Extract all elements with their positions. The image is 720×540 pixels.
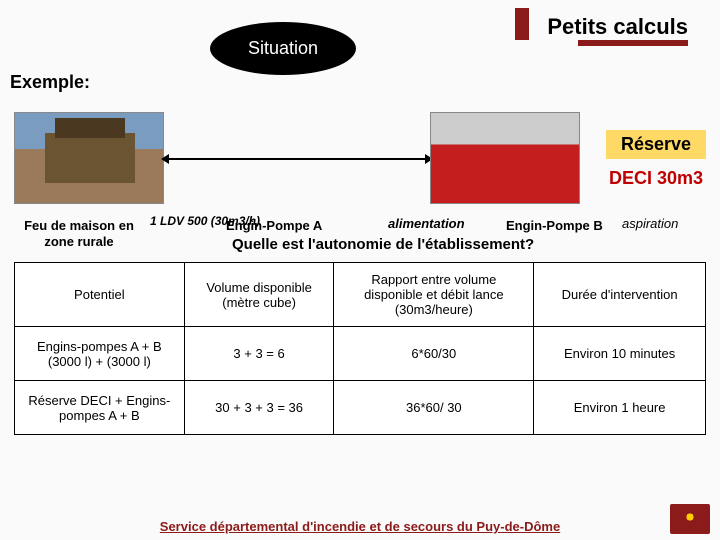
header-volume: Volume disponible (mètre cube) (184, 263, 334, 327)
house-image (14, 112, 164, 204)
calculation-table: Potentiel Volume disponible (mètre cube)… (14, 262, 706, 435)
title-underline (578, 40, 688, 46)
header-accent-block (515, 8, 529, 40)
cell-duree: Environ 1 heure (534, 381, 706, 435)
engin-pompe-a-label: Engin-Pompe A (226, 218, 322, 233)
table-header-row: Potentiel Volume disponible (mètre cube)… (15, 263, 706, 327)
question-text: Quelle est l'autonomie de l'établissemen… (232, 236, 534, 253)
firetruck-image (430, 112, 580, 204)
exemple-label: Exemple: (10, 72, 90, 93)
table-row: Réserve DECI + Engins-pompes A + B 30 + … (15, 381, 706, 435)
alimentation-label: alimentation (388, 216, 465, 231)
situation-pill: Situation (210, 22, 356, 75)
cell-duree: Environ 10 minutes (534, 327, 706, 381)
header-duree: Durée d'intervention (534, 263, 706, 327)
table-row: Engins-pompes A + B (3000 l) + (3000 l) … (15, 327, 706, 381)
cell-potentiel: Engins-pompes A + B (3000 l) + (3000 l) (15, 327, 185, 381)
double-arrow (164, 158, 430, 160)
cell-volume: 30 + 3 + 3 = 36 (184, 381, 334, 435)
cell-rapport: 6*60/30 (334, 327, 534, 381)
deci-box: DECI 30m3 (606, 168, 706, 189)
header-potentiel: Potentiel (15, 263, 185, 327)
reserve-box: Réserve (606, 130, 706, 159)
cell-rapport: 36*60/ 30 (334, 381, 534, 435)
footer-text: Service départemental d'incendie et de s… (0, 519, 720, 534)
aspiration-label: aspiration (622, 216, 678, 231)
feu-label: Feu de maison en zone rurale (14, 218, 144, 249)
cell-volume: 3 + 3 = 6 (184, 327, 334, 381)
cell-potentiel: Réserve DECI + Engins-pompes A + B (15, 381, 185, 435)
header-rapport: Rapport entre volume disponible et débit… (334, 263, 534, 327)
page-title: Petits calculs (547, 14, 688, 40)
logo-icon (670, 504, 710, 534)
engin-pompe-b-label: Engin-Pompe B (506, 218, 603, 233)
